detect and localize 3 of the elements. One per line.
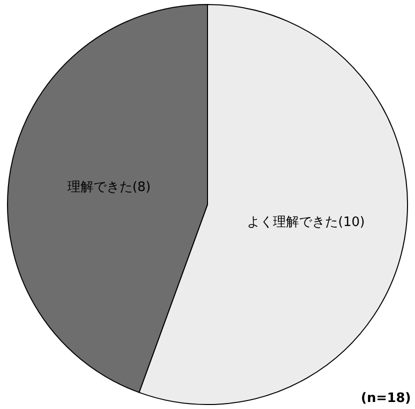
text: (n=18)	[360, 391, 411, 406]
slice-label: よく理解できた(10)	[247, 214, 365, 230]
slice-label: 理解できた(8)	[67, 180, 151, 196]
